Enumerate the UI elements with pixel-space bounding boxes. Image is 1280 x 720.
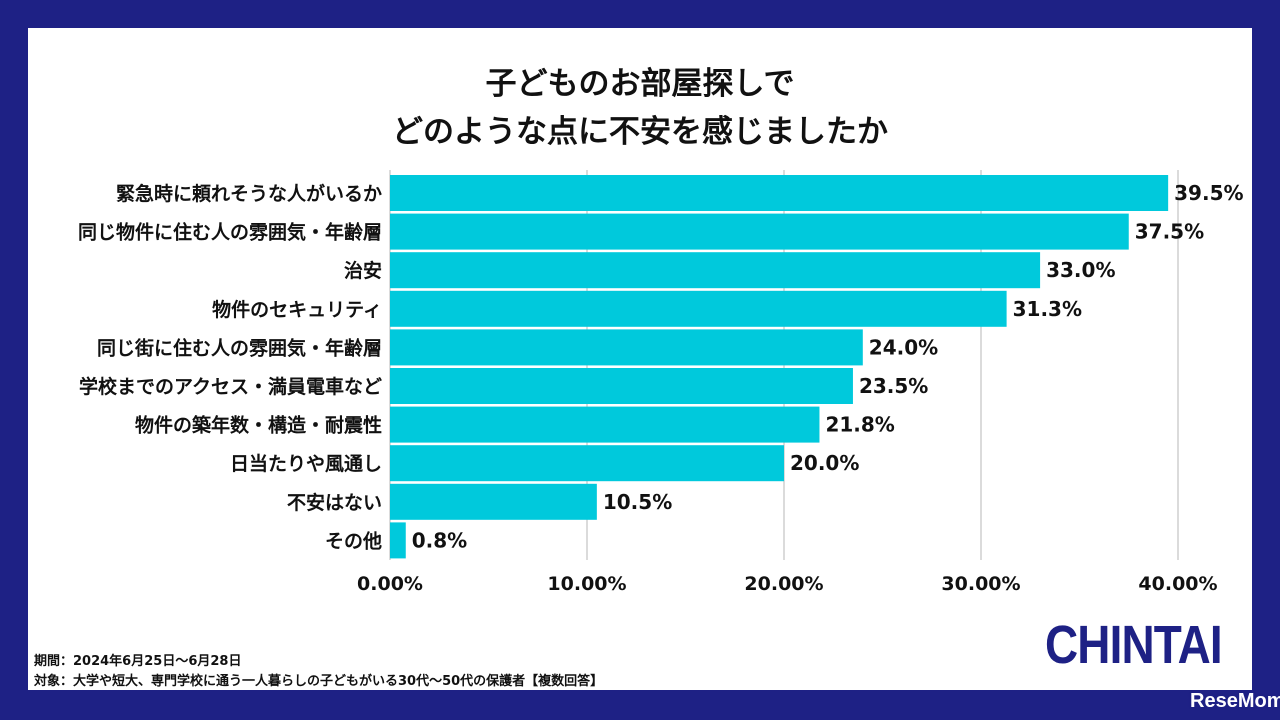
bar: [390, 406, 820, 443]
bar: [390, 290, 1007, 327]
survey-target: 対象：大学や短大、専門学校に通う一人暮らしの子どもがいる30代～50代の保護者【…: [34, 674, 604, 689]
data-label: 23.5%: [859, 374, 928, 398]
data-label: 0.8%: [412, 528, 467, 552]
bar: [390, 252, 1041, 289]
data-label: 39.5%: [1174, 181, 1243, 205]
category-label: 日当たりや風通し: [230, 452, 382, 475]
data-label: 33.0%: [1046, 258, 1115, 282]
bar: [390, 213, 1129, 250]
bar: [390, 483, 597, 520]
x-tick-label: 0.00%: [357, 573, 423, 595]
x-tick-label: 40.00%: [1138, 573, 1217, 595]
bar: [390, 175, 1169, 211]
data-label: 31.3%: [1013, 297, 1082, 321]
bar: [390, 368, 853, 404]
category-label: 同じ街に住む人の雰囲気・年齢層: [97, 336, 382, 359]
category-label: 学校までのアクセス・満員電車など: [79, 375, 382, 398]
category-label: 物件の築年数・構造・耐震性: [135, 414, 382, 437]
chintai-logo: CHINTAI: [1045, 615, 1223, 675]
chart-title-line1: 子どものお部屋探しで: [485, 66, 795, 102]
category-label: 物件のセキュリティ: [212, 298, 382, 321]
category-label: その他: [325, 529, 382, 552]
data-label: 10.5%: [603, 490, 672, 514]
x-tick-label: 10.00%: [547, 573, 626, 595]
bar: [390, 329, 863, 366]
data-label: 24.0%: [869, 335, 938, 359]
x-tick-label: 30.00%: [941, 573, 1020, 595]
data-label: 37.5%: [1135, 220, 1204, 244]
x-tick-label: 20.00%: [744, 573, 823, 595]
data-label: 20.0%: [790, 451, 859, 475]
chart-title-line2: どのような点に不安を感じましたか: [392, 114, 888, 150]
survey-period: 期間：2024年6月25日～6月28日: [34, 654, 242, 669]
data-label: 21.8%: [825, 413, 894, 437]
category-label: 緊急時に頼れそうな人がいるか: [116, 182, 382, 205]
category-label: 不安はない: [287, 491, 382, 514]
category-label: 治安: [344, 259, 382, 282]
bar: [390, 445, 784, 482]
bar: [390, 522, 406, 559]
category-label: 同じ物件に住む人の雰囲気・年齢層: [78, 221, 382, 244]
resemom-watermark: ReseMom: [1190, 690, 1280, 712]
